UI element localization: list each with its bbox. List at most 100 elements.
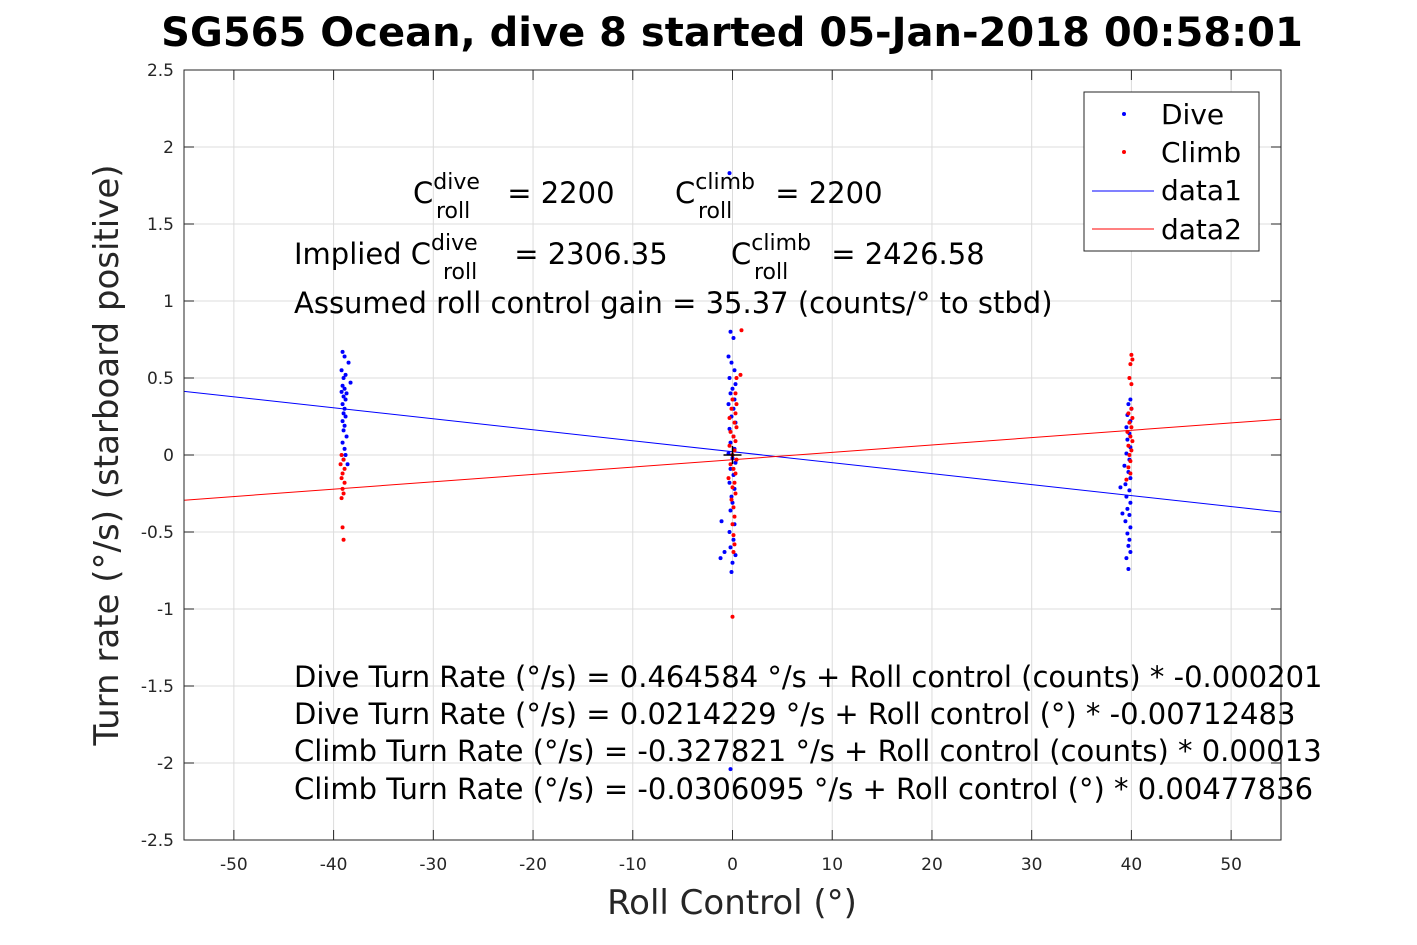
data-point-dive — [729, 360, 734, 365]
data-point-dive — [343, 397, 348, 402]
annotations: Cdive roll = 2200 Cclimb roll = 2200 Impli… — [294, 170, 1322, 806]
data-point-climb — [1129, 352, 1134, 357]
data-point-climb — [339, 496, 344, 501]
annotation-c-dive: Cdive roll = 2200 — [413, 170, 615, 224]
data-point-climb — [732, 542, 737, 547]
data-point-climb — [1124, 477, 1129, 482]
data-point-dive — [345, 462, 350, 467]
data-point-climb — [339, 453, 344, 457]
data-point-dive — [1128, 397, 1133, 402]
data-point-climb — [1127, 376, 1132, 380]
y-tick-label: 0 — [163, 446, 174, 466]
data-point-dive — [340, 440, 345, 445]
data-point-dive — [733, 553, 738, 558]
y-tick-label: -0.5 — [141, 523, 174, 543]
data-point-climb — [732, 480, 737, 485]
data-point-climb — [1129, 382, 1134, 387]
data-point-climb — [731, 434, 736, 439]
x-tick-label: 30 — [1021, 855, 1043, 875]
data-point-climb — [1126, 411, 1131, 416]
data-point-dive — [728, 508, 733, 513]
data-point-climb — [728, 462, 733, 467]
data-point-dive — [341, 376, 346, 380]
data-point-climb — [731, 533, 736, 538]
data-point-dive — [340, 402, 345, 407]
data-point-dive — [1128, 550, 1133, 555]
data-point-dive — [1126, 566, 1131, 571]
x-tick-label: 40 — [1121, 855, 1143, 875]
legend-box — [1083, 91, 1260, 252]
data-point-dive — [344, 391, 349, 396]
data-point-climb — [734, 425, 739, 430]
data-point-climb — [739, 328, 744, 333]
data-point-climb — [732, 420, 737, 425]
x-tick-label: -30 — [419, 855, 447, 875]
data-point-climb — [727, 416, 732, 421]
data-point-dive — [1123, 482, 1128, 487]
data-point-dive — [718, 556, 723, 561]
data-point-climb — [340, 486, 345, 491]
data-point-climb — [1130, 416, 1135, 421]
legend-label-data1: data1 — [1161, 174, 1242, 207]
data-point-climb — [728, 429, 733, 434]
data-point-dive — [727, 426, 732, 431]
data-point-dive — [1125, 531, 1130, 536]
data-point-climb — [340, 525, 345, 530]
data-point-dive — [727, 530, 732, 534]
annotation-c-climb: Cclimb roll = 2200 — [675, 170, 883, 224]
y-tick-label: 1.5 — [147, 215, 174, 235]
data-point-dive — [728, 767, 733, 772]
y-tick-label: 0.5 — [147, 369, 174, 389]
data-point-dive — [1125, 437, 1130, 442]
data-point-climb — [731, 466, 736, 471]
data-point-climb — [733, 491, 738, 496]
data-point-dive — [727, 480, 732, 485]
fit-line-dive-degrees: Dive Turn Rate (°/s) = 0.0214229 °/s + R… — [294, 697, 1295, 731]
axis-ticks: -50 -40 -30 -20 -10 0 10 20 30 40 50 2.5 2 1.5 1 0.5 0 -0… — [141, 61, 1281, 875]
x-axis-label: Roll Control (°) — [607, 883, 857, 923]
data-point-dive — [730, 560, 735, 565]
x-tick-label: 0 — [727, 855, 738, 875]
data-point-climb — [341, 457, 346, 462]
data-point-climb — [339, 476, 344, 481]
data-point-dive — [1128, 500, 1133, 505]
x-tick-label: 10 — [821, 855, 843, 875]
data-point-climb — [733, 471, 738, 476]
data-point-climb — [733, 411, 738, 416]
x-tick-label: -10 — [619, 855, 647, 875]
data-point-dive — [1124, 556, 1129, 561]
data-point-dive — [1120, 511, 1125, 516]
data-point-climb — [732, 448, 737, 453]
fit-line-dive-counts: Dive Turn Rate (°/s) = 0.464584 °/s + Ro… — [294, 660, 1322, 694]
data-point-dive — [730, 500, 735, 505]
data-point-dive — [340, 419, 345, 424]
data-point-dive — [727, 376, 732, 380]
data-point-dive — [728, 391, 733, 396]
data-point-dive — [1128, 525, 1133, 530]
data-point-dive — [1122, 463, 1127, 468]
chart-title: SG565 Ocean, dive 8 started 05-Jan-2018 … — [161, 10, 1303, 56]
data-point-climb — [730, 614, 735, 619]
legend-label-climb: Climb — [1161, 136, 1241, 169]
data-point-climb — [338, 462, 343, 467]
data-point-dive — [343, 372, 348, 377]
data-point-dive — [1124, 425, 1129, 430]
data-point-dive — [344, 434, 349, 439]
data-point-climb — [726, 476, 731, 481]
data-point-dive — [732, 368, 737, 373]
data-point-climb — [1125, 429, 1130, 434]
data-point-dive — [343, 453, 348, 457]
data-point-climb — [1128, 434, 1133, 439]
data-point-climb — [1128, 471, 1133, 476]
data-point-dive — [728, 329, 733, 334]
data-point-dive — [731, 335, 736, 340]
data-point-climb — [733, 391, 738, 396]
fit-line-climb-counts: Climb Turn Rate (°/s) = -0.327821 °/s + … — [294, 734, 1322, 768]
data-point-climb — [732, 514, 737, 519]
data-point-dive — [728, 440, 733, 445]
data-point-dive — [729, 494, 734, 499]
data-point-dive — [728, 545, 733, 550]
data-point-dive — [726, 354, 731, 359]
data-point-dive — [341, 394, 346, 399]
data-point-dive — [1124, 494, 1129, 499]
